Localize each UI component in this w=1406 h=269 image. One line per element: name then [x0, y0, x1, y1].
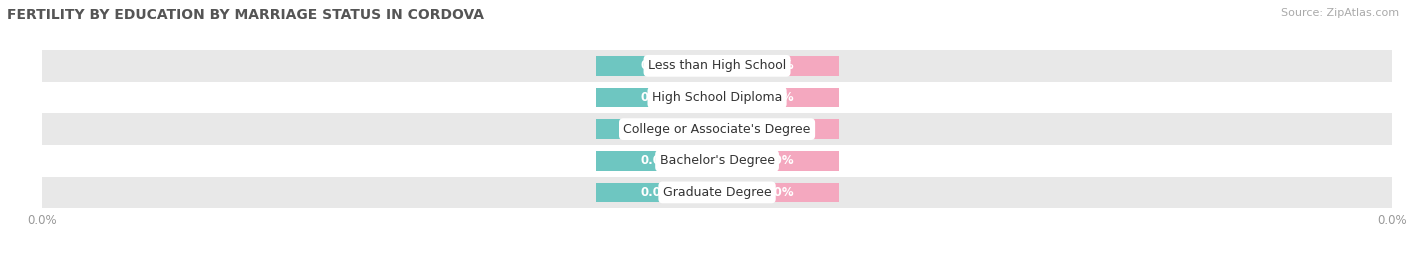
Bar [596, 183, 717, 202]
Text: Bachelor's Degree: Bachelor's Degree [659, 154, 775, 167]
Text: 0.0%: 0.0% [762, 154, 794, 167]
Bar [717, 183, 838, 202]
Text: 0.0%: 0.0% [762, 186, 794, 199]
Text: FERTILITY BY EDUCATION BY MARRIAGE STATUS IN CORDOVA: FERTILITY BY EDUCATION BY MARRIAGE STATU… [7, 8, 484, 22]
Text: College or Associate's Degree: College or Associate's Degree [623, 123, 811, 136]
Bar [42, 50, 1392, 82]
Bar [596, 56, 717, 76]
Text: 0.0%: 0.0% [640, 59, 672, 72]
Bar [596, 119, 717, 139]
Text: 0.0%: 0.0% [640, 154, 672, 167]
Bar [42, 145, 1392, 176]
Text: 0.0%: 0.0% [762, 59, 794, 72]
Bar [42, 176, 1392, 208]
Bar [596, 88, 717, 107]
Text: Graduate Degree: Graduate Degree [662, 186, 772, 199]
Text: Less than High School: Less than High School [648, 59, 786, 72]
Bar [42, 82, 1392, 113]
Text: 0.0%: 0.0% [762, 91, 794, 104]
Bar [717, 56, 838, 76]
Text: High School Diploma: High School Diploma [652, 91, 782, 104]
Text: Source: ZipAtlas.com: Source: ZipAtlas.com [1281, 8, 1399, 18]
Text: 0.0%: 0.0% [640, 123, 672, 136]
Bar [42, 113, 1392, 145]
Text: 0.0%: 0.0% [640, 91, 672, 104]
Bar [596, 151, 717, 171]
Text: 0.0%: 0.0% [762, 123, 794, 136]
Bar [717, 88, 838, 107]
Bar [717, 119, 838, 139]
Text: 0.0%: 0.0% [640, 186, 672, 199]
Bar [717, 151, 838, 171]
